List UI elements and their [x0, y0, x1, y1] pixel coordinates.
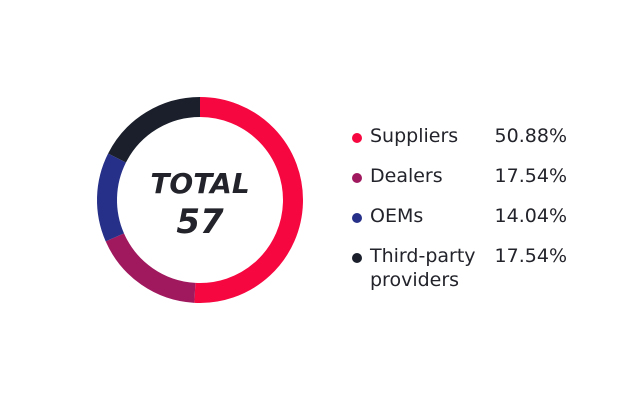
legend-dot-dealers [352, 173, 362, 183]
legend-dot-oems [352, 213, 362, 223]
donut-slice-suppliers [194, 97, 303, 303]
legend-value-oems: 14.04% [494, 205, 567, 227]
donut-slices [97, 97, 303, 303]
legend-label-dealers: Dealers [370, 165, 443, 187]
legend-dot-suppliers [352, 133, 362, 143]
legend-item-dealers: Dealers 17.54% [352, 164, 567, 192]
legend-item-suppliers: Suppliers 50.88% [352, 124, 567, 152]
legend-dot-third-party-providers [352, 253, 362, 263]
legend-label-third-party-providers: Third-party providers [370, 245, 476, 291]
donut-slice-oems [97, 153, 127, 242]
donut-slice-third-party-providers [108, 97, 201, 163]
legend-value-dealers: 17.54% [494, 165, 567, 187]
center-total-label: TOTAL [150, 167, 249, 200]
legend-label-suppliers: Suppliers [370, 125, 459, 147]
center-total-value: 57 [176, 202, 224, 242]
donut-slice-dealers [105, 233, 196, 303]
legend-value-third-party-providers: 17.54% [494, 245, 567, 267]
legend-value-suppliers: 50.88% [494, 125, 567, 147]
legend-item-third-party-providers: Third-party providers 17.54% [352, 244, 567, 291]
legend-label-oems: OEMs [370, 205, 424, 227]
legend-item-oems: OEMs 14.04% [352, 204, 567, 232]
